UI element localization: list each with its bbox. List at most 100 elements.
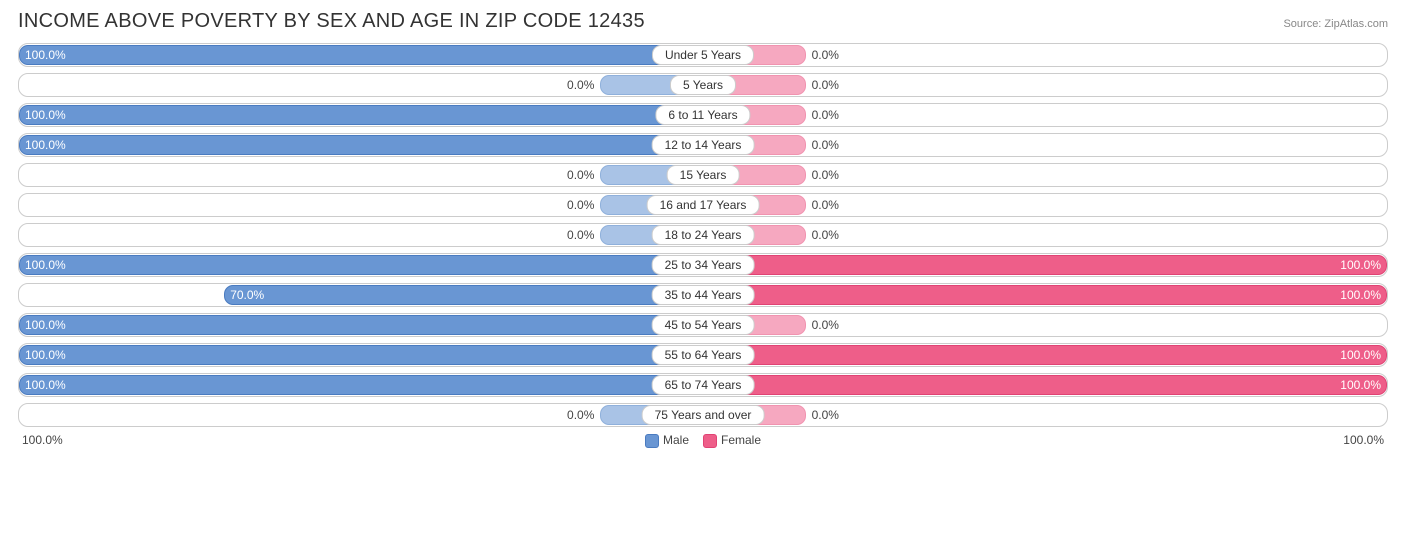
chart-row: 0.0% 0.0% 15 Years bbox=[18, 163, 1388, 187]
category-label: 75 Years and over bbox=[642, 405, 765, 425]
female-value: 100.0% bbox=[1340, 344, 1381, 366]
male-value: 100.0% bbox=[19, 254, 66, 276]
male-half: 100.0% bbox=[19, 254, 703, 276]
male-value: 0.0% bbox=[567, 164, 594, 186]
chart-legend: Male Female bbox=[645, 433, 761, 448]
female-half: 100.0% bbox=[703, 344, 1387, 366]
female-value: 0.0% bbox=[812, 104, 839, 126]
category-label: 5 Years bbox=[670, 75, 736, 95]
male-bar bbox=[19, 315, 703, 335]
male-half: 0.0% bbox=[19, 164, 703, 186]
chart-row: 100.0% 100.0% 65 to 74 Years bbox=[18, 373, 1388, 397]
chart-title: INCOME ABOVE POVERTY BY SEX AND AGE IN Z… bbox=[18, 10, 645, 33]
female-value: 0.0% bbox=[812, 74, 839, 96]
female-half: 100.0% bbox=[703, 284, 1387, 306]
female-value: 100.0% bbox=[1340, 284, 1381, 306]
male-value: 100.0% bbox=[19, 134, 66, 156]
category-label: 35 to 44 Years bbox=[652, 285, 755, 305]
female-value: 100.0% bbox=[1340, 374, 1381, 396]
female-bar bbox=[703, 375, 1387, 395]
male-value: 100.0% bbox=[19, 314, 66, 336]
female-half: 0.0% bbox=[703, 404, 1387, 426]
female-half: 100.0% bbox=[703, 374, 1387, 396]
male-half: 100.0% bbox=[19, 374, 703, 396]
chart-row: 0.0% 0.0% 16 and 17 Years bbox=[18, 193, 1388, 217]
chart-row: 100.0% 100.0% 25 to 34 Years bbox=[18, 253, 1388, 277]
male-value: 70.0% bbox=[224, 284, 264, 306]
female-bar bbox=[703, 285, 1387, 305]
female-half: 0.0% bbox=[703, 194, 1387, 216]
female-half: 0.0% bbox=[703, 164, 1387, 186]
female-half: 0.0% bbox=[703, 74, 1387, 96]
male-bar bbox=[19, 135, 703, 155]
chart-source: Source: ZipAtlas.com bbox=[1283, 18, 1388, 30]
male-value: 0.0% bbox=[567, 74, 594, 96]
male-value: 100.0% bbox=[19, 104, 66, 126]
female-value: 100.0% bbox=[1340, 254, 1381, 276]
legend-female: Female bbox=[703, 433, 761, 448]
male-bar bbox=[19, 345, 703, 365]
female-value: 0.0% bbox=[812, 194, 839, 216]
category-label: 45 to 54 Years bbox=[652, 315, 755, 335]
female-half: 0.0% bbox=[703, 104, 1387, 126]
male-bar bbox=[19, 375, 703, 395]
female-half: 0.0% bbox=[703, 44, 1387, 66]
male-half: 100.0% bbox=[19, 134, 703, 156]
category-label: 16 and 17 Years bbox=[647, 195, 760, 215]
female-value: 0.0% bbox=[812, 404, 839, 426]
male-value: 100.0% bbox=[19, 374, 66, 396]
category-label: 6 to 11 Years bbox=[655, 105, 750, 125]
male-value: 0.0% bbox=[567, 404, 594, 426]
category-label: 12 to 14 Years bbox=[652, 135, 755, 155]
female-value: 0.0% bbox=[812, 134, 839, 156]
chart-row: 0.0% 0.0% 18 to 24 Years bbox=[18, 223, 1388, 247]
chart-row: 100.0% 0.0% 12 to 14 Years bbox=[18, 133, 1388, 157]
category-label: 25 to 34 Years bbox=[652, 255, 755, 275]
male-bar bbox=[224, 285, 703, 305]
category-label: 15 Years bbox=[667, 165, 740, 185]
legend-male: Male bbox=[645, 433, 689, 448]
male-half: 0.0% bbox=[19, 74, 703, 96]
female-value: 0.0% bbox=[812, 44, 839, 66]
male-half: 0.0% bbox=[19, 194, 703, 216]
male-value: 0.0% bbox=[567, 224, 594, 246]
chart-header: INCOME ABOVE POVERTY BY SEX AND AGE IN Z… bbox=[18, 10, 1388, 33]
female-bar bbox=[703, 345, 1387, 365]
male-bar bbox=[19, 105, 703, 125]
female-value: 0.0% bbox=[812, 164, 839, 186]
chart-row: 0.0% 0.0% 75 Years and over bbox=[18, 403, 1388, 427]
male-swatch-icon bbox=[645, 434, 659, 448]
chart-row: 100.0% 0.0% Under 5 Years bbox=[18, 43, 1388, 67]
male-half: 100.0% bbox=[19, 104, 703, 126]
male-bar bbox=[19, 255, 703, 275]
male-half: 100.0% bbox=[19, 44, 703, 66]
male-half: 100.0% bbox=[19, 344, 703, 366]
male-bar bbox=[19, 45, 703, 65]
chart-row: 0.0% 0.0% 5 Years bbox=[18, 73, 1388, 97]
chart-row: 100.0% 0.0%45 to 54 Years bbox=[18, 313, 1388, 337]
male-value: 100.0% bbox=[19, 44, 66, 66]
chart-axis: 100.0% Male Female 100.0% bbox=[18, 433, 1388, 448]
female-bar bbox=[703, 255, 1387, 275]
male-value: 0.0% bbox=[567, 194, 594, 216]
category-label: 18 to 24 Years bbox=[652, 225, 755, 245]
female-value: 0.0% bbox=[812, 224, 839, 246]
female-half: 0.0% bbox=[703, 314, 1387, 336]
axis-left-label: 100.0% bbox=[22, 433, 63, 447]
male-value: 100.0% bbox=[19, 344, 66, 366]
axis-right-label: 100.0% bbox=[1343, 433, 1384, 447]
chart-row: 70.0% 100.0% 35 to 44 Years bbox=[18, 283, 1388, 307]
category-label: 55 to 64 Years bbox=[652, 345, 755, 365]
male-half: 0.0% bbox=[19, 404, 703, 426]
female-half: 0.0% bbox=[703, 134, 1387, 156]
male-half: 0.0% bbox=[19, 224, 703, 246]
female-swatch-icon bbox=[703, 434, 717, 448]
diverging-bar-chart: 100.0% 0.0% Under 5 Years 0.0% 0.0% 5 Years 10… bbox=[18, 43, 1388, 427]
female-half: 0.0% bbox=[703, 224, 1387, 246]
chart-row: 100.0% 100.0% 55 to 64 Years bbox=[18, 343, 1388, 367]
category-label: Under 5 Years bbox=[652, 45, 754, 65]
category-label: 65 to 74 Years bbox=[652, 375, 755, 395]
female-half: 100.0% bbox=[703, 254, 1387, 276]
male-half: 100.0% bbox=[19, 314, 703, 336]
legend-male-label: Male bbox=[663, 433, 689, 447]
